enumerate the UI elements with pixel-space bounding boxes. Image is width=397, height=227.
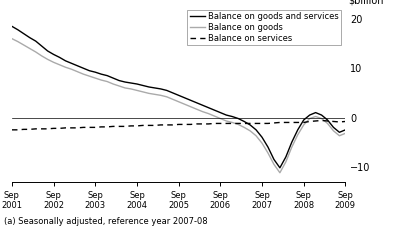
Balance on goods and services — [343, 128, 348, 131]
Balance on services — [99, 126, 104, 128]
Balance on services — [152, 124, 157, 127]
Balance on goods and services — [152, 86, 157, 89]
Balance on goods and services — [27, 36, 32, 39]
Balance on goods and services — [236, 117, 241, 120]
Balance on goods — [10, 37, 14, 40]
Balance on goods — [21, 44, 26, 47]
Balance on goods — [27, 47, 32, 50]
Balance on goods — [152, 93, 157, 96]
Balance on goods and services — [278, 166, 282, 169]
Balance on services — [21, 128, 26, 131]
Balance on services — [242, 122, 247, 125]
Line: Balance on goods: Balance on goods — [12, 39, 345, 173]
Balance on services — [343, 120, 348, 123]
Text: (a) Seasonally adjusted, reference year 2007-08: (a) Seasonally adjusted, reference year … — [4, 217, 208, 226]
Balance on goods and services — [242, 120, 247, 123]
Balance on services — [236, 122, 241, 125]
Balance on services — [27, 128, 32, 131]
Balance on goods — [278, 171, 282, 174]
Balance on services — [319, 119, 324, 122]
Balance on goods — [242, 126, 247, 129]
Balance on goods — [343, 132, 348, 135]
Legend: Balance on goods and services, Balance on goods, Balance on services: Balance on goods and services, Balance o… — [187, 10, 341, 45]
Balance on goods — [99, 79, 104, 81]
Balance on goods and services — [99, 73, 104, 76]
Line: Balance on services: Balance on services — [12, 121, 345, 130]
Balance on goods and services — [21, 32, 26, 35]
Y-axis label: $billion: $billion — [349, 0, 384, 6]
Line: Balance on goods and services: Balance on goods and services — [12, 26, 345, 168]
Balance on services — [10, 128, 14, 131]
Balance on goods and services — [10, 25, 14, 28]
Balance on goods — [236, 123, 241, 126]
